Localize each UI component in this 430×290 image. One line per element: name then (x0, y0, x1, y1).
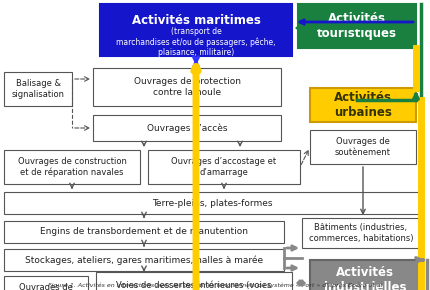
Text: Figure 1. Activités en interactions avec les domaines fonctionnels du système « : Figure 1. Activités en interactions avec… (48, 282, 382, 288)
Text: Engins de transbordement et de manutention: Engins de transbordement et de manutenti… (40, 227, 247, 237)
Bar (4, 192, 419, 214)
Bar (147, 150, 299, 184)
Bar (309, 130, 415, 164)
Text: Activités
touristiques: Activités touristiques (316, 12, 396, 40)
Text: Bâtiments (industries,
commerces, habitations): Bâtiments (industries, commerces, habita… (308, 223, 412, 243)
Text: Ouvrages d’accostage et
d’amarrage: Ouvrages d’accostage et d’amarrage (171, 157, 276, 177)
Text: Ouvrages de
soutènement: Ouvrages de soutènement (334, 137, 390, 157)
Bar (309, 88, 415, 122)
Bar (301, 218, 419, 248)
Text: Activités
urbaines: Activités urbaines (333, 91, 391, 119)
Text: Voies de dessertes intérieures (voies
routières, ferrées, de navigation intérieu: Voies de dessertes intérieures (voies ro… (102, 281, 285, 290)
Text: Ouvrages de protection
contre la houle: Ouvrages de protection contre la houle (133, 77, 240, 97)
Bar (93, 68, 280, 106)
Bar (4, 150, 140, 184)
Text: Ouvrages de
franchissement: Ouvrages de franchissement (13, 283, 79, 290)
Bar (4, 276, 88, 290)
Bar (100, 4, 291, 56)
Text: Activités maritimes: Activités maritimes (131, 14, 260, 26)
Bar (297, 4, 415, 48)
Text: Activités
industrielles: Activités industrielles (323, 266, 405, 290)
Bar (4, 221, 283, 243)
Text: Ouvrages d’accès: Ouvrages d’accès (146, 123, 227, 133)
Bar (4, 249, 283, 271)
Bar (4, 72, 72, 106)
Bar (309, 260, 419, 290)
Text: Stockages, ateliers, gares maritimes, halles à marée: Stockages, ateliers, gares maritimes, ha… (25, 255, 262, 265)
Text: Terre-pleins, plates-formes: Terre-pleins, plates-formes (151, 198, 272, 208)
Bar (96, 272, 291, 290)
Text: (transport de
marchandises et/ou de passagers, pêche,
plaisance, militaire): (transport de marchandises et/ou de pass… (116, 27, 275, 57)
Text: Balisage &
signalisation: Balisage & signalisation (12, 79, 64, 99)
Bar (93, 115, 280, 141)
Text: Ouvrages de construction
et de réparation navales: Ouvrages de construction et de réparatio… (18, 157, 126, 177)
